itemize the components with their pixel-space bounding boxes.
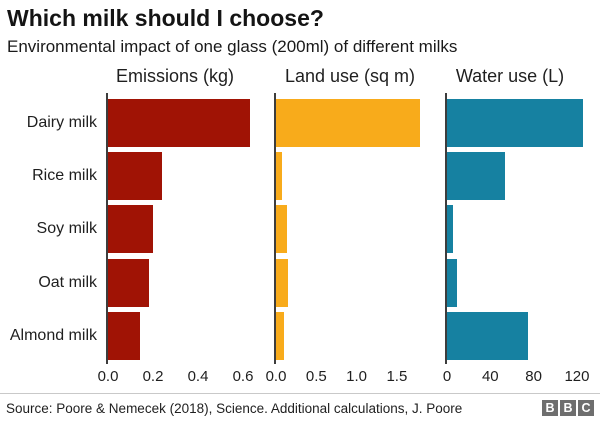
x-tick-label-water-use-l: 0 <box>442 368 452 385</box>
panel-header-land-use-sq-m: Land use (sq m) <box>284 66 416 86</box>
x-tick-label-water-use-l: 120 <box>564 368 590 385</box>
source-text: Source: Poore & Nemecek (2018), Science.… <box>6 400 463 416</box>
y-axis-line-emissions-kg <box>106 93 108 364</box>
panel-header-water-use-l: Water use (L) <box>455 66 565 86</box>
bar-emissions-kg-oat-milk <box>108 258 149 307</box>
bbc-logo-block: B <box>560 400 576 416</box>
category-label-rice-milk: Rice milk <box>32 167 97 185</box>
bar-land-use-sq-m-dairy-milk <box>276 99 421 147</box>
x-tick-label-water-use-l: 80 <box>525 368 542 385</box>
bar-emissions-kg-dairy-milk <box>108 99 250 147</box>
x-tick-label-land-use-sq-m: 1.0 <box>346 368 368 385</box>
bar-water-use-l-almond-milk <box>447 311 528 360</box>
category-label-dairy-milk: Dairy milk <box>26 114 97 131</box>
bar-water-use-l-dairy-milk <box>447 99 583 147</box>
x-tick-label-emissions-kg: 0.0 <box>97 368 119 385</box>
bar-land-use-sq-m-soy-milk <box>276 205 287 254</box>
x-tick-label-emissions-kg: 0.4 <box>187 368 209 385</box>
bar-land-use-sq-m-oat-milk <box>276 258 289 307</box>
bar-land-use-sq-m-rice-milk <box>276 152 282 201</box>
y-axis-line-water-use-l <box>445 93 447 364</box>
x-tick-label-land-use-sq-m: 0.0 <box>265 368 287 385</box>
chart-title: Which milk should I choose? <box>7 5 324 31</box>
x-tick-label-emissions-kg: 0.2 <box>142 368 164 385</box>
x-tick-label-emissions-kg: 0.6 <box>232 368 254 385</box>
x-tick-label-land-use-sq-m: 0.5 <box>305 368 327 385</box>
bbc-logo-block: C <box>578 400 594 416</box>
bar-water-use-l-rice-milk <box>447 152 506 201</box>
chart-subtitle: Environmental impact of one glass (200ml… <box>7 37 458 56</box>
bbc-logo: B B C <box>542 400 594 416</box>
category-label-oat-milk: Oat milk <box>38 273 97 291</box>
footer: Source: Poore & Nemecek (2018), Science.… <box>0 393 600 422</box>
bar-emissions-kg-almond-milk <box>108 311 140 360</box>
bbc-logo-block: B <box>542 400 558 416</box>
y-axis-line-land-use-sq-m <box>274 93 276 364</box>
bar-emissions-kg-soy-milk <box>108 205 153 254</box>
category-label-soy-milk: Soy milk <box>36 220 97 238</box>
bar-land-use-sq-m-almond-milk <box>276 311 285 360</box>
bar-water-use-l-oat-milk <box>447 258 458 307</box>
panel-header-emissions-kg: Emissions (kg) <box>115 66 235 86</box>
bar-emissions-kg-rice-milk <box>108 152 162 201</box>
x-tick-label-land-use-sq-m: 1.5 <box>386 368 408 385</box>
bar-water-use-l-soy-milk <box>447 205 454 254</box>
category-label-almond-milk: Almond milk <box>9 326 97 344</box>
x-tick-label-water-use-l: 40 <box>481 368 499 385</box>
